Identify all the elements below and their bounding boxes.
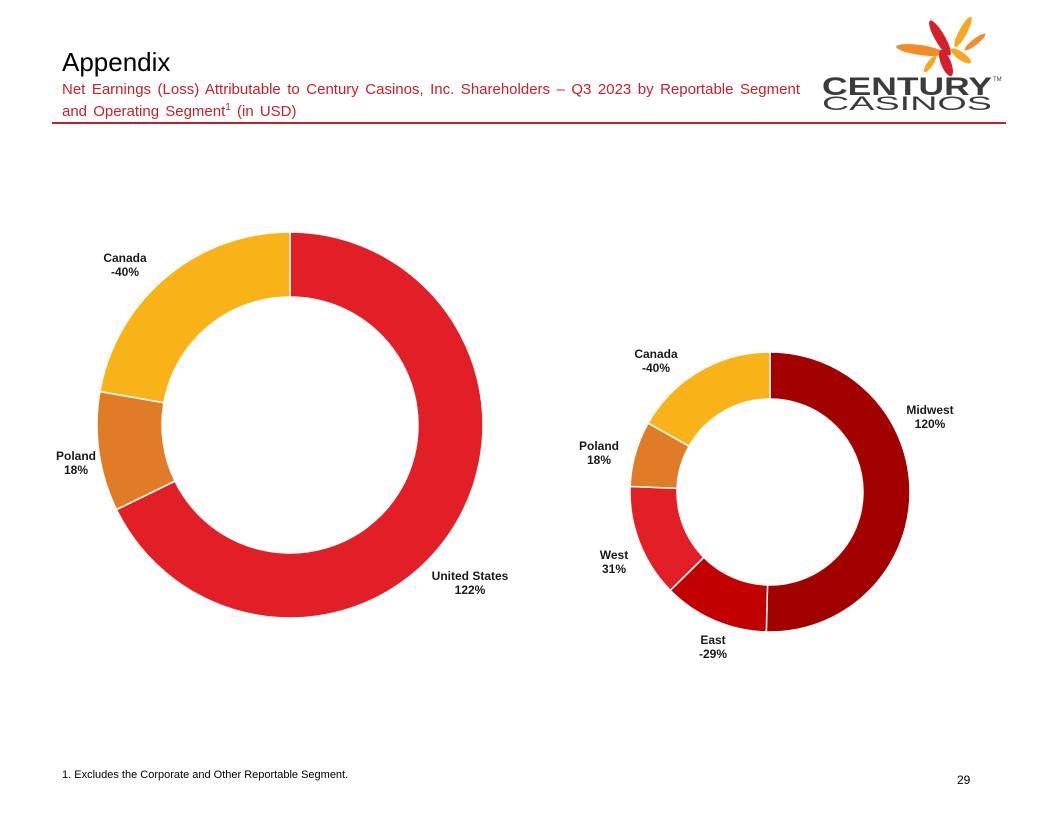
- subtitle-units: (in USD): [230, 103, 297, 120]
- chart1-slice-united-states: [115, 231, 484, 619]
- chart1-label-poland: Poland 18%: [56, 449, 96, 477]
- chart1-slice-canada: [99, 231, 291, 404]
- chart2-label-midwest: Midwest 120%: [906, 403, 953, 431]
- chart1-label-united-states: United States 122%: [432, 569, 509, 597]
- page-subtitle: Net Earnings (Loss) Attributable to Cent…: [62, 79, 800, 123]
- logo-line1: CENTURY: [822, 73, 992, 101]
- chart2-label-west: West 31%: [600, 548, 628, 576]
- page-title: Appendix: [62, 47, 171, 77]
- chart2-label-east: East -29%: [699, 633, 727, 661]
- chart2-label-poland: Poland 18%: [579, 439, 619, 467]
- chart2-slice-canada: [647, 351, 771, 448]
- footnote-marker: 1: [225, 102, 231, 113]
- reportable-segment-donut-chart: United States 122% Poland 18% Canada -40%: [56, 231, 509, 619]
- logo-line2: CASINOS: [822, 94, 992, 112]
- subtitle-text: Net Earnings (Loss) Attributable to Cent…: [62, 81, 800, 120]
- logo-flower-icon: [896, 16, 986, 77]
- chart2-label-canada: Canada -40%: [634, 347, 678, 375]
- page-number: 29: [957, 773, 971, 787]
- chart1-label-canada: Canada -40%: [103, 251, 147, 279]
- header-divider: [52, 122, 1006, 124]
- logo-tm: TM: [993, 77, 1002, 83]
- century-casinos-logo: CENTURY TM CASINOS: [822, 16, 1002, 112]
- footnote: 1. Excludes the Corporate and Other Repo…: [62, 769, 349, 781]
- chart2-slice-midwest: [765, 351, 911, 633]
- operating-segment-donut-chart: Midwest 120% East -29% West 31% Poland 18% Canad…: [579, 347, 954, 661]
